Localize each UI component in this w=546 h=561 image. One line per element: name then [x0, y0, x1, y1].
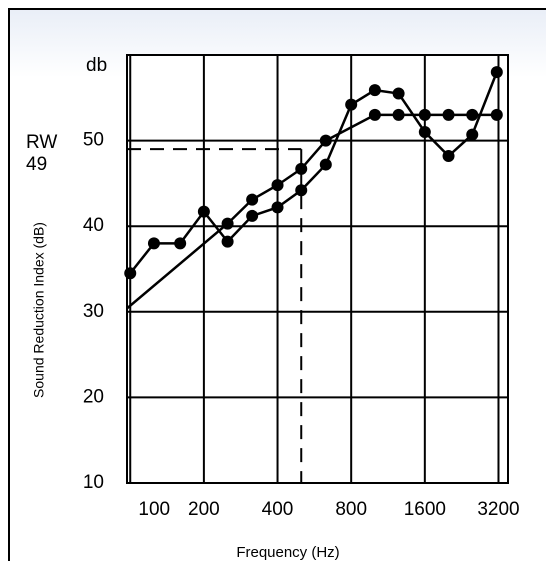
- y-axis-label: Sound Reduction Index (dB): [31, 222, 47, 398]
- y-tick-label: 40: [83, 215, 104, 236]
- data-point: [271, 179, 284, 192]
- data-point: [442, 108, 455, 121]
- data-point: [221, 217, 234, 230]
- y-unit: db: [86, 55, 107, 76]
- rating-label: RW: [26, 132, 57, 153]
- x-axis-label: Frequency (Hz): [236, 544, 339, 561]
- x-tick-label: 3200: [477, 499, 519, 520]
- data-point: [368, 84, 381, 97]
- y-tick-label: 20: [83, 386, 104, 407]
- y-tick-label: 50: [83, 130, 104, 151]
- data-point: [466, 108, 479, 121]
- data-point: [392, 87, 405, 100]
- data-point: [442, 150, 455, 163]
- data-point: [246, 193, 259, 206]
- data-point: [490, 66, 503, 79]
- data-point: [345, 98, 358, 111]
- x-tick-label: 100: [138, 499, 170, 520]
- data-point: [124, 267, 137, 280]
- data-point: [319, 134, 332, 147]
- data-point: [246, 209, 259, 222]
- data-point: [147, 237, 160, 250]
- data-point: [295, 184, 308, 197]
- data-point: [466, 128, 479, 141]
- data-point: [368, 108, 381, 121]
- series-line: [129, 71, 498, 275]
- data-point: [271, 201, 284, 214]
- data-point: [418, 126, 431, 139]
- data-point: [490, 108, 503, 121]
- x-tick-label: 200: [188, 499, 220, 520]
- y-tick-label: 10: [83, 472, 104, 493]
- x-tick-label: 1600: [404, 499, 446, 520]
- data-point: [418, 108, 431, 121]
- data-point: [295, 162, 308, 175]
- data-point: [392, 108, 405, 121]
- data-point: [174, 237, 187, 250]
- plot-area: [126, 54, 509, 484]
- data-point: [197, 205, 210, 218]
- x-tick-label: 800: [335, 499, 367, 520]
- y-tick-label: 30: [83, 301, 104, 322]
- data-point: [221, 235, 234, 248]
- data-point: [319, 158, 332, 171]
- rating-value: 49: [26, 154, 47, 175]
- x-tick-label: 400: [262, 499, 294, 520]
